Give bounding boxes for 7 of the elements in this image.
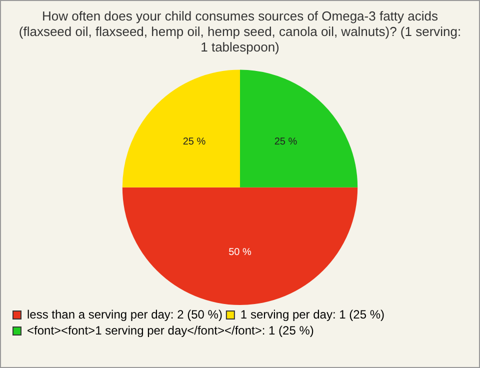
- data-label: 50 %: [228, 246, 252, 258]
- data-label: 25 %: [182, 136, 206, 148]
- legend-label: 1 serving per day: 1 (25 %): [240, 307, 385, 322]
- chart-title: How often does your child consumes sources of Omega-3 fatty acids (flaxseed oil, flaxseed, hemp oil, hemp seed, canola oil, walnuts)? (1 serving: 1 tablespoon): [18, 8, 462, 55]
- data-label: 25 %: [274, 136, 298, 148]
- legend-label: less than a serving per day: 2 (50 %): [27, 307, 222, 322]
- legend-label: <font><font>1 serving per day</font></font>: 1 (25 %): [27, 323, 314, 338]
